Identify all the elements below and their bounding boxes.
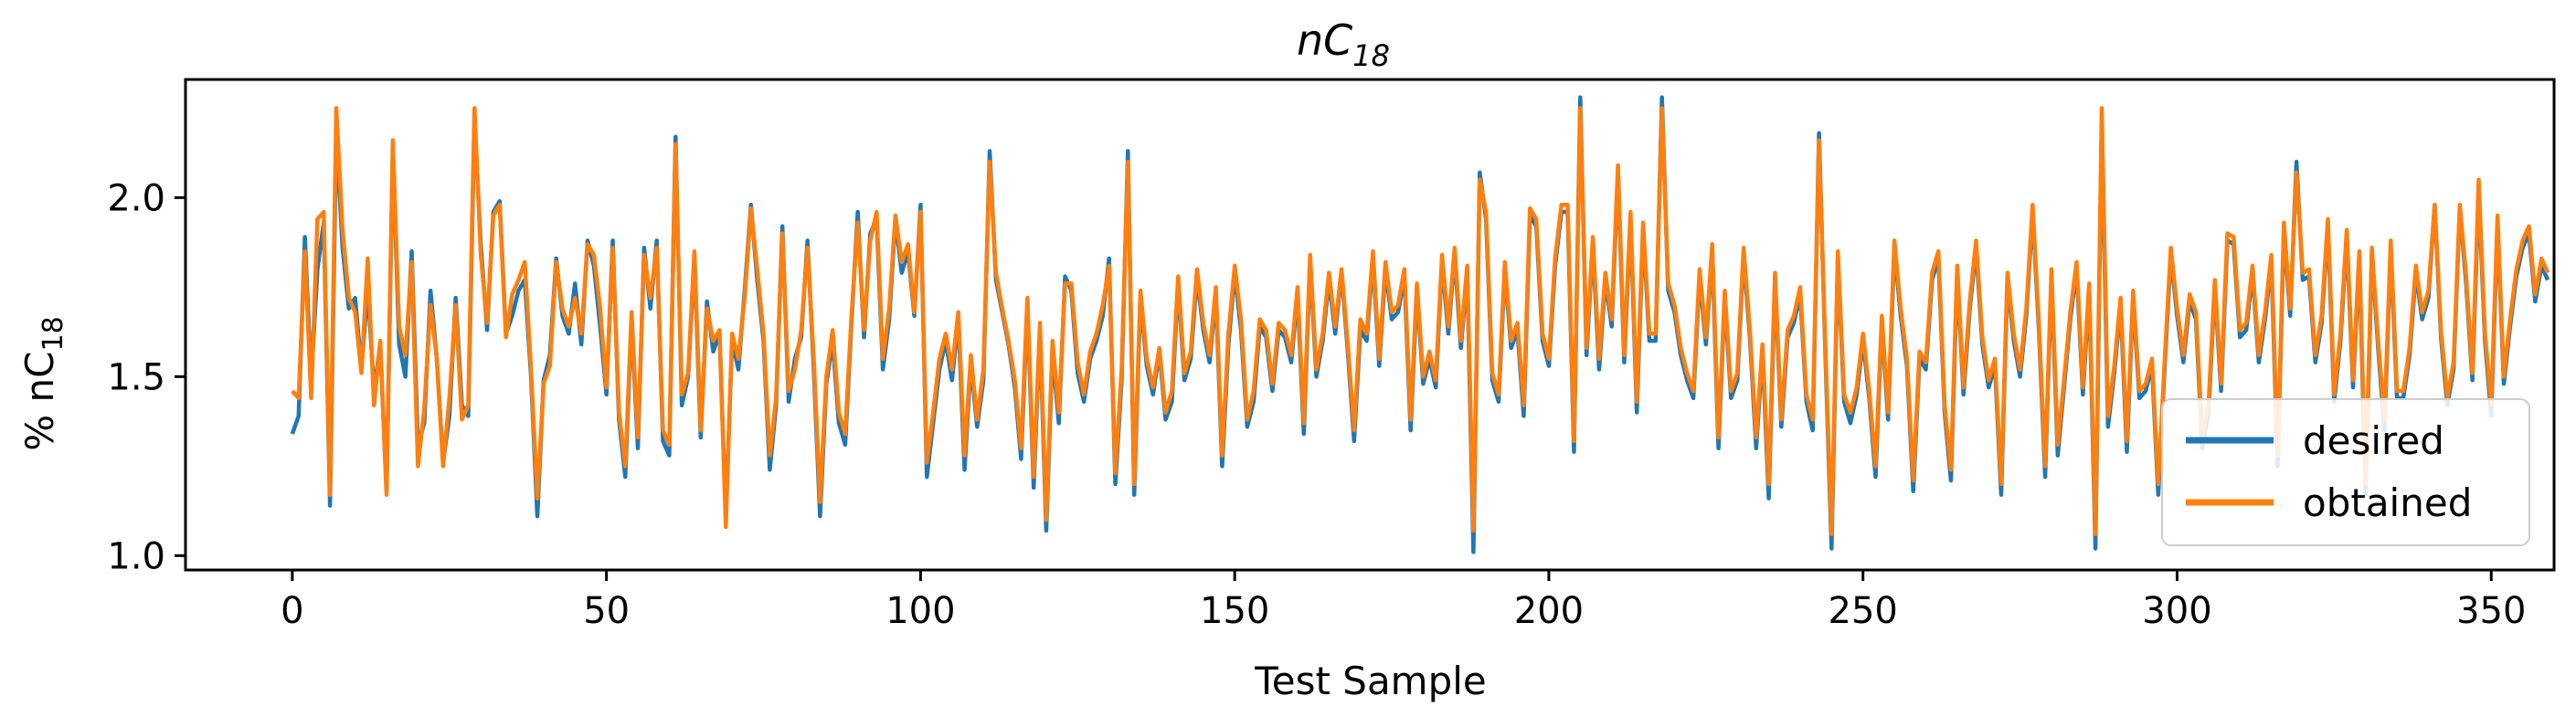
y-axis-ticks: 1.0 1.5 2.0 <box>107 177 186 577</box>
chart-title-main: nC <box>1297 16 1352 65</box>
y-tick-label: 1.5 <box>107 356 165 398</box>
legend-label-desired: desired <box>2303 418 2444 463</box>
chart-title: nC18 <box>1297 16 1390 73</box>
legend-box <box>2161 398 2530 546</box>
legend: desired obtained <box>2161 398 2530 546</box>
y-axis-label: % nC18 <box>17 316 69 450</box>
x-tick-label: 250 <box>1829 590 1898 632</box>
plot-frame <box>184 78 2556 572</box>
series-line-obtained <box>291 106 2550 537</box>
x-axis-label: Test Sample <box>1254 659 1487 703</box>
x-tick-label: 200 <box>1514 590 1584 632</box>
y-axis-label-main: % nC <box>17 351 62 450</box>
y-tick-label: 1.0 <box>107 535 165 577</box>
chart-title-subscript: 18 <box>1352 38 1390 73</box>
x-tick-label: 50 <box>583 590 630 632</box>
x-tick-label: 300 <box>2142 590 2211 632</box>
legend-label-obtained: obtained <box>2303 480 2472 525</box>
plot-area <box>290 95 2550 554</box>
x-tick-label: 0 <box>281 590 303 632</box>
x-tick-label: 350 <box>2456 590 2526 632</box>
y-axis-label-subscript: 18 <box>37 316 69 351</box>
legend-entry-desired: desired <box>2186 418 2444 463</box>
x-axis-ticks: 0 50 100 150 200 250 300 350 <box>281 570 2526 632</box>
y-tick-label: 2.0 <box>107 177 165 219</box>
x-tick-label: 150 <box>1200 590 1269 632</box>
legend-entry-obtained: obtained <box>2186 480 2472 525</box>
x-tick-label: 100 <box>885 590 955 632</box>
